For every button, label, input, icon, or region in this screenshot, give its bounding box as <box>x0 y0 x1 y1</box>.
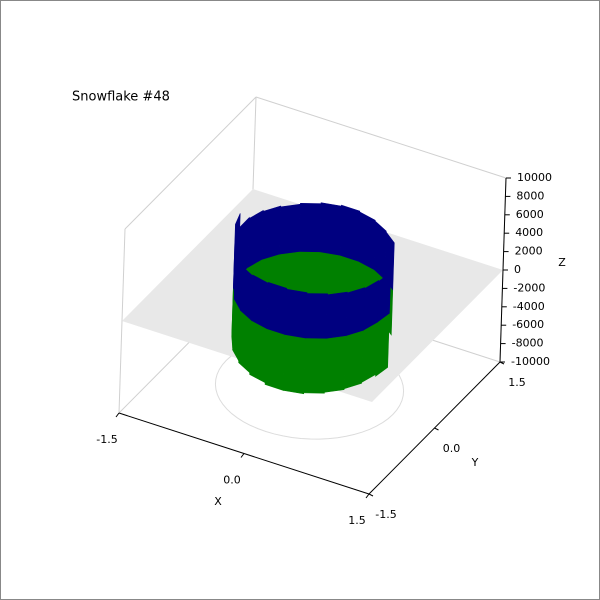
stem <box>264 328 286 391</box>
z-tick-label: 10000 <box>517 171 552 184</box>
z-tick-label: -6000 <box>512 318 544 331</box>
stem <box>339 204 361 263</box>
x-tick-label: -1.5 <box>96 433 117 446</box>
y-tick <box>368 493 374 497</box>
box-edge <box>255 96 507 179</box>
x-tick <box>240 453 245 458</box>
stem <box>357 211 376 271</box>
stem <box>249 320 268 384</box>
box-edge <box>124 96 257 230</box>
z-tick-label: 2000 <box>515 245 543 258</box>
chart-title: Snowflake #48 <box>72 90 170 105</box>
stem <box>375 313 390 377</box>
z-tick-label: -10000 <box>511 355 550 368</box>
z-tick-label: -8000 <box>512 337 544 350</box>
stem <box>283 334 306 395</box>
x-tick-label: 0.0 <box>223 474 241 487</box>
z-tick-label: 0 <box>514 263 521 276</box>
z-axis-label: Z <box>558 256 566 269</box>
stem <box>361 322 378 383</box>
stem <box>345 287 366 337</box>
stem <box>298 203 322 253</box>
z-tick-label: -4000 <box>513 300 545 313</box>
y-tick-label: -1.5 <box>375 508 396 521</box>
stem <box>325 291 348 340</box>
stem <box>266 281 288 336</box>
stem <box>238 310 252 374</box>
stem <box>303 338 327 394</box>
z-tick-label: 4000 <box>515 226 543 239</box>
stem <box>251 274 269 330</box>
stem <box>319 202 342 257</box>
x-tick <box>365 493 370 499</box>
x-tick-label: 1.5 <box>348 514 366 527</box>
x-axis-label: X <box>214 495 222 508</box>
y-tick-label: 1.5 <box>508 376 526 389</box>
stem <box>297 251 320 297</box>
y-tick <box>434 427 439 431</box>
z-tick-label: -2000 <box>513 281 545 294</box>
stem <box>247 209 264 269</box>
x-tick <box>115 412 120 418</box>
stem <box>278 203 301 256</box>
stem <box>343 330 364 390</box>
y-tick-label: 0.0 <box>443 442 461 455</box>
y-axis-label: Y <box>471 456 479 469</box>
stem <box>305 293 328 340</box>
stem <box>261 205 282 261</box>
z-tick-label: 8000 <box>516 189 544 202</box>
stem <box>373 220 387 281</box>
stem <box>324 335 347 393</box>
z-tick-label: 6000 <box>516 208 544 221</box>
stem <box>284 288 308 339</box>
